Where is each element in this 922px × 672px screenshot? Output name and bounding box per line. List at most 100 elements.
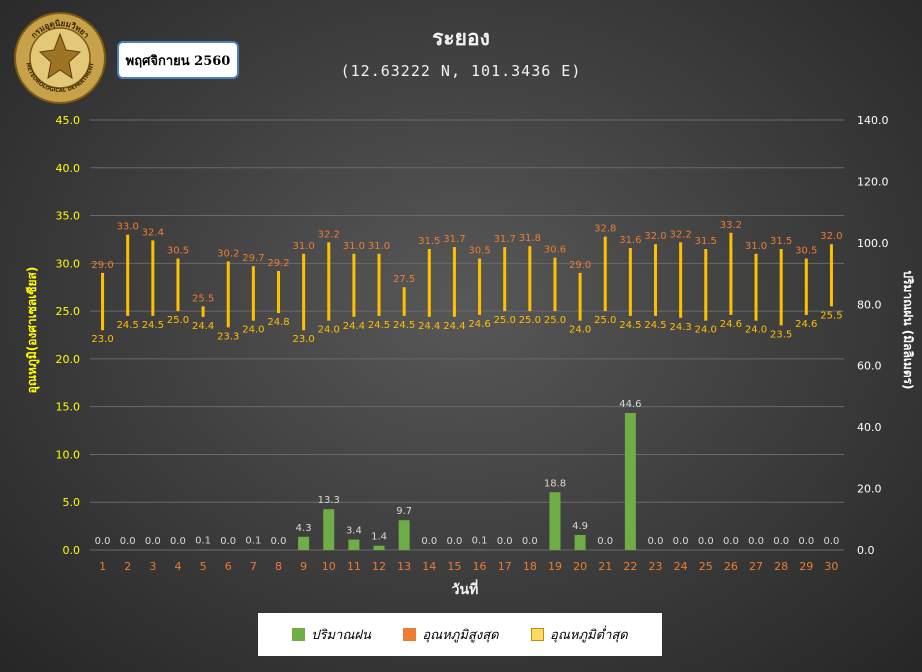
min-temp-label: 25.0 — [167, 315, 189, 326]
x-tick-label: 17 — [498, 560, 512, 573]
x-tick-label: 9 — [300, 560, 307, 573]
legend-label-rain: ปริมาณฝน — [311, 628, 371, 643]
rain-value-label: 3.4 — [346, 526, 362, 537]
x-tick-label: 8 — [275, 560, 282, 573]
max-temp-label: 29.0 — [569, 260, 591, 271]
rain-bar — [549, 492, 561, 550]
min-temp-label: 24.5 — [117, 320, 139, 331]
legend-swatch-min-temp — [531, 628, 545, 641]
temp-range-bar — [478, 258, 482, 315]
right-tick-label: 20.0 — [857, 483, 882, 496]
right-tick-label: 100.0 — [857, 237, 889, 250]
x-tick-label: 24 — [674, 560, 688, 573]
x-tick-label: 15 — [447, 560, 461, 573]
temp-range-bar — [352, 253, 356, 317]
x-tick-label: 19 — [548, 560, 562, 573]
rain-value-label: 0.0 — [446, 536, 462, 547]
rain-value-label: 0.0 — [823, 536, 839, 547]
temp-range-bar — [829, 244, 833, 307]
min-temp-label: 24.0 — [318, 325, 340, 336]
left-tick-label: 40.0 — [56, 162, 81, 175]
x-tick-label: 22 — [623, 560, 637, 573]
x-tick-label: 27 — [749, 560, 763, 573]
rain-value-label: 0.0 — [271, 536, 287, 547]
x-tick-label: 5 — [200, 560, 207, 573]
temp-range-bar — [277, 270, 280, 314]
max-temp-label: 30.5 — [167, 246, 189, 257]
max-temp-label: 29.2 — [267, 258, 289, 269]
gridlines — [90, 119, 844, 551]
right-tick-label: 60.0 — [857, 360, 882, 373]
max-temp-label: 25.5 — [192, 293, 214, 304]
x-tick-label: 1 — [99, 560, 106, 573]
min-temp-label: 25.0 — [494, 315, 516, 326]
x-tick-label: 12 — [372, 560, 386, 573]
rain-value-label: 0.0 — [673, 536, 689, 547]
rain-bar — [398, 520, 410, 550]
chart-title: ระยอง — [432, 26, 490, 50]
max-temp-label: 31.7 — [494, 234, 516, 245]
min-temp-label: 24.6 — [795, 319, 817, 330]
temp-range-bar — [779, 249, 783, 326]
rain-value-label: 0.0 — [120, 536, 136, 547]
rain-value-label: 0.0 — [748, 536, 764, 547]
right-axis-label: ปริมาณฝน (มิลลิเมตร) — [901, 270, 915, 389]
x-tick-label: 20 — [573, 560, 587, 573]
x-tick-label: 11 — [347, 560, 361, 573]
max-temp-label: 29.0 — [91, 260, 113, 271]
rain-bar — [373, 545, 385, 550]
min-temp-label: 24.0 — [242, 325, 264, 336]
min-temp-label: 24.4 — [192, 321, 214, 332]
right-tick-label: 0.0 — [857, 544, 875, 557]
legend-swatch-rain — [292, 628, 306, 641]
min-temp-label: 25.0 — [594, 315, 616, 326]
max-temp-label: 30.5 — [468, 246, 490, 257]
x-tick-label: 26 — [724, 560, 738, 573]
month-label-box: พฤศจิกายน 2560 — [117, 41, 239, 79]
rain-value-label: 0.0 — [497, 536, 513, 547]
max-temp-label: 31.5 — [695, 236, 717, 247]
max-temp-label: 31.5 — [418, 236, 440, 247]
left-tick-label: 0.0 — [63, 544, 81, 557]
rain-value-label: 0.0 — [597, 536, 613, 547]
legend-item-min-temp: อุณหภูมิต่ำสุด — [531, 624, 628, 645]
rain-value-label: 0.0 — [170, 536, 186, 547]
max-temp-label: 32.0 — [644, 231, 666, 242]
rain-value-label: 18.8 — [544, 478, 566, 489]
rain-bar — [323, 509, 335, 550]
max-temp-label: 30.5 — [795, 246, 817, 257]
rain-value-label: 0.1 — [472, 536, 488, 547]
legend-swatch-max-temp — [403, 628, 417, 641]
left-tick-label: 25.0 — [56, 305, 81, 318]
left-tick-label: 15.0 — [56, 401, 81, 414]
min-temp-label: 24.5 — [142, 320, 164, 331]
min-temp-label: 23.0 — [91, 334, 113, 345]
max-temp-label: 31.5 — [770, 236, 792, 247]
temp-range-bar — [754, 253, 758, 321]
temp-range-bar — [679, 242, 683, 318]
right-axis-ticks: 0.0 20.0 40.0 60.0 80.0 100.0 120.0 140.0 — [857, 114, 889, 557]
right-tick-label: 80.0 — [857, 298, 882, 311]
x-tick-label: 6 — [225, 560, 232, 573]
max-temp-label: 31.6 — [619, 235, 641, 246]
temp-range-bar — [503, 247, 507, 312]
min-temp-label: 24.4 — [443, 321, 465, 332]
rain-bar — [298, 536, 310, 550]
min-temp-label: 24.5 — [368, 320, 390, 331]
tmd-logo: กรมอุตุนิยมวิทยา METEOROLOGICAL DEPARTME… — [14, 12, 106, 104]
rain-value-label: 0.0 — [698, 536, 714, 547]
temp-range-bar — [151, 240, 155, 316]
month-label: พฤศจิกายน 2560 — [125, 53, 231, 69]
x-tick-label: 3 — [149, 560, 156, 573]
temp-range-bar — [704, 249, 708, 321]
min-temp-label: 24.6 — [468, 319, 490, 330]
legend-item-rain: ปริมาณฝน — [292, 624, 371, 645]
x-tick-label: 18 — [523, 560, 537, 573]
left-tick-label: 45.0 — [56, 114, 81, 127]
rain-bar — [348, 539, 360, 550]
x-tick-label: 23 — [649, 560, 663, 573]
left-tick-label: 30.0 — [56, 257, 81, 270]
min-temp-label: 24.3 — [670, 322, 692, 333]
x-tick-label: 7 — [250, 560, 257, 573]
